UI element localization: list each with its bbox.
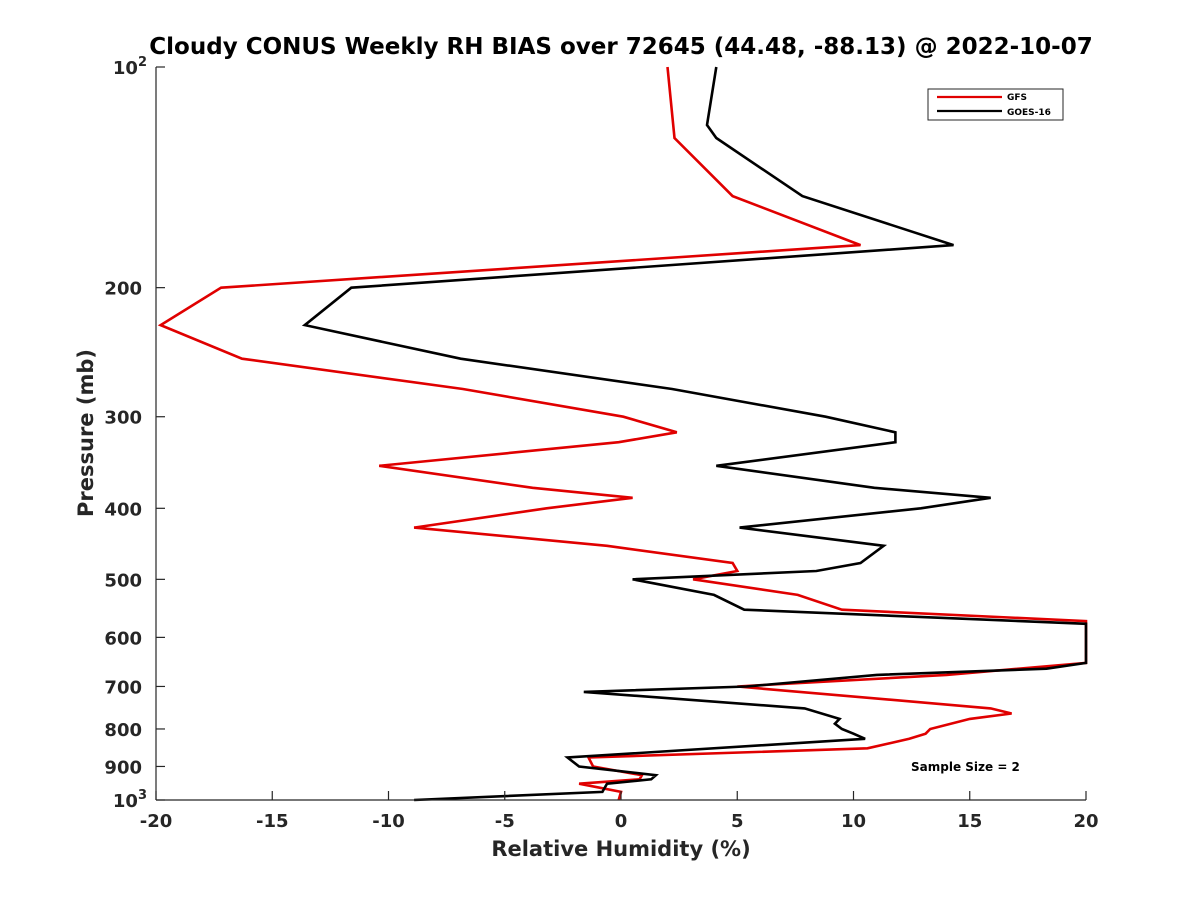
chart-title: Cloudy CONUS Weekly RH BIAS over 72645 (… [149,34,1092,60]
series-line-gfs [157,66,1088,801]
y-tick-label: 700 [104,677,142,698]
y-tick-label: 200 [104,279,142,300]
y-axis-ticks: 102 200 300 400 500 600 700 800 900 103 [104,55,165,812]
x-tick-label: -20 [140,811,173,832]
x-tick-label: 5 [731,811,744,832]
plot-area [156,66,1088,802]
x-tick-label: 20 [1073,811,1098,832]
y-tick-label: 500 [104,570,142,591]
x-tick-label: 15 [957,811,982,832]
x-tick-label: -15 [256,811,289,832]
x-tick-label: 0 [615,811,628,832]
x-tick-label: -10 [372,811,405,832]
series-layer [157,66,1088,802]
y-tick-label: 900 [104,757,142,778]
legend-label-gfs: GFS [1007,93,1027,103]
sample-size-annotation: Sample Size = 2 [911,760,1020,774]
x-axis-ticks: -20 -15 -10 -5 0 5 10 15 20 [140,791,1099,832]
y-tick-label: 102 [113,55,147,79]
axes-layer: -20 -15 -10 -5 0 5 10 15 20 102 200 300 400 500 600 70… [104,55,1098,832]
legend-box [927,88,1064,121]
plot-background [156,67,1086,800]
x-tick-label: -5 [495,811,515,832]
legend-label-goes16: GOES-16 [1007,108,1051,118]
series-line-goes16 [301,66,1088,802]
y-axis-label: Pressure (mb) [74,349,98,517]
y-tick-label: 400 [104,499,142,520]
y-tick-label: 800 [104,720,142,741]
x-tick-label: 10 [841,811,866,832]
y-tick-label: 103 [113,788,147,812]
y-tick-label: 300 [104,408,142,429]
legend: GFS GOES-16 [927,88,1064,121]
x-axis-label: Relative Humidity (%) [491,837,750,861]
y-tick-label: 600 [104,628,142,649]
